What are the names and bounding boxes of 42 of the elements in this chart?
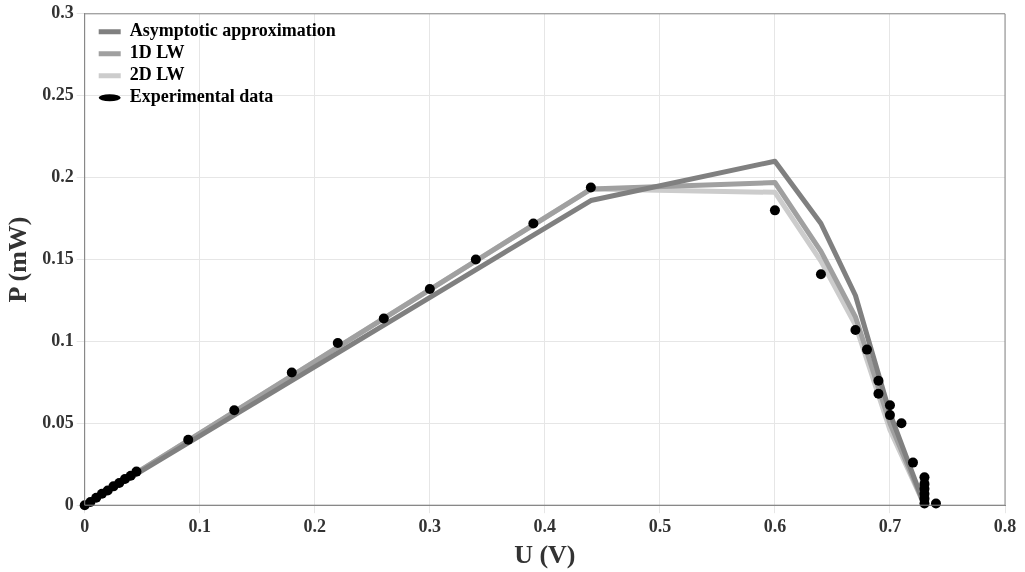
x-tick-label: 0.6 xyxy=(763,515,787,536)
y-tick-label: 0 xyxy=(64,493,74,514)
point xyxy=(585,182,596,193)
legend-label: Experimental data xyxy=(129,86,274,107)
x-tick-label: 0.4 xyxy=(533,515,557,536)
point xyxy=(873,388,884,399)
point xyxy=(286,367,297,378)
y-tick-label: 0.05 xyxy=(42,411,74,432)
x-tick-label: 0 xyxy=(80,515,90,536)
point xyxy=(884,410,895,421)
point xyxy=(769,205,780,216)
legend-label: 1D LW xyxy=(129,42,185,63)
point xyxy=(873,375,884,386)
x-tick-label: 0.8 xyxy=(993,515,1017,536)
y-tick-label: 0.15 xyxy=(42,248,74,269)
point xyxy=(815,269,826,280)
point xyxy=(528,218,539,229)
point xyxy=(229,405,240,416)
point xyxy=(183,434,194,445)
y-tick-label: 0.1 xyxy=(51,330,74,351)
y-tick-label: 0.3 xyxy=(51,2,74,23)
legend-label: 2D LW xyxy=(129,64,185,85)
x-tick-label: 0.3 xyxy=(418,515,442,536)
point xyxy=(884,400,895,411)
x-tick-label: 0.2 xyxy=(303,515,327,536)
y-tick-label: 0.25 xyxy=(42,84,74,105)
point xyxy=(907,457,918,468)
point xyxy=(896,418,907,429)
y-tick-label: 0.2 xyxy=(51,166,74,187)
x-tick-label: 0.7 xyxy=(878,515,902,536)
point xyxy=(332,338,343,349)
x-tick-label: 0.5 xyxy=(648,515,672,536)
point xyxy=(850,324,861,335)
point xyxy=(378,313,389,324)
legend-label: Asymptotic approximation xyxy=(129,20,336,41)
y-axis-title: P (mW) xyxy=(3,216,33,303)
point xyxy=(424,283,435,294)
x-tick-label: 0.1 xyxy=(188,515,211,536)
x-axis-title: U (V) xyxy=(514,540,576,570)
point xyxy=(470,254,481,265)
point xyxy=(861,344,872,355)
point xyxy=(131,466,142,477)
